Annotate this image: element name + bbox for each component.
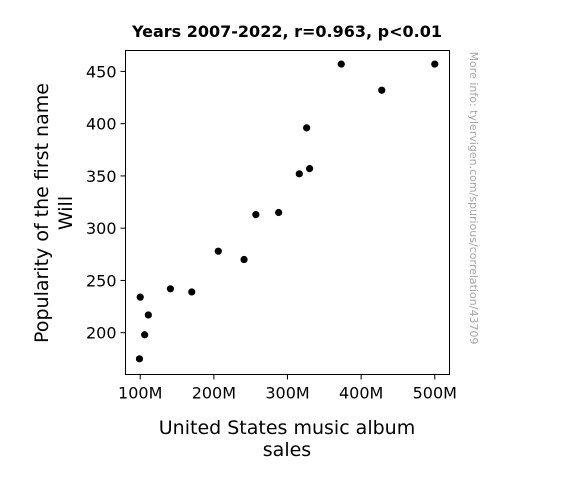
data-point bbox=[135, 355, 144, 363]
data-point bbox=[295, 170, 303, 178]
x-axis-label-line2: sales bbox=[263, 439, 311, 461]
data-point bbox=[144, 311, 152, 319]
data-point bbox=[240, 255, 248, 264]
y-axis-label-line2: Will bbox=[55, 196, 77, 230]
x-tick-label: 200M bbox=[192, 384, 236, 403]
data-point bbox=[305, 165, 314, 173]
y-tick-label: 450 bbox=[86, 62, 117, 81]
x-tick-label: 400M bbox=[339, 384, 383, 403]
y-tick-label: 350 bbox=[86, 167, 117, 186]
data-point bbox=[188, 288, 196, 296]
data-point bbox=[141, 331, 149, 339]
data-point bbox=[252, 210, 260, 219]
y-tick-label: 200 bbox=[86, 324, 117, 343]
chart-title: Years 2007-2022, r=0.963, p<0.01 bbox=[131, 22, 442, 41]
data-point bbox=[431, 60, 439, 68]
data-points bbox=[135, 60, 439, 363]
data-point bbox=[275, 208, 283, 217]
x-tick-label: 300M bbox=[265, 384, 309, 403]
y-tick-label: 250 bbox=[86, 271, 117, 290]
data-point bbox=[303, 124, 311, 132]
y-tick-label: 300 bbox=[86, 219, 117, 238]
y-axis: 200 250 300 350 400 450 bbox=[86, 62, 126, 343]
data-point bbox=[166, 285, 175, 293]
data-point bbox=[136, 293, 144, 301]
data-point bbox=[378, 86, 386, 94]
watermark: More info: tylervigen.com/spurious/corre… bbox=[467, 52, 480, 345]
data-point bbox=[337, 60, 345, 68]
plot-frame bbox=[125, 50, 450, 375]
x-axis: 100M 200M 300M 400M 500M bbox=[118, 374, 457, 403]
data-point bbox=[214, 247, 222, 255]
watermark-text: More info: tylervigen.com/spurious/corre… bbox=[467, 52, 480, 345]
y-axis-label-line1: Popularity of the first name bbox=[31, 83, 53, 343]
x-tick-label: 500M bbox=[413, 384, 457, 403]
x-tick-label: 100M bbox=[118, 384, 162, 403]
y-tick-label: 400 bbox=[86, 115, 117, 134]
x-axis-label-line1: United States music album bbox=[159, 417, 415, 439]
y-axis-label: Popularity of the first name Will bbox=[31, 83, 77, 343]
